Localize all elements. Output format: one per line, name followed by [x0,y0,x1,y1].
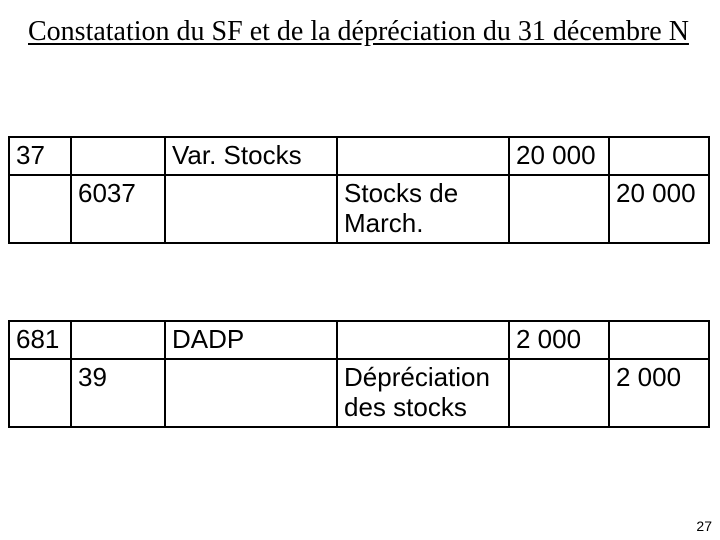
empty-cell [165,359,337,427]
debit-account-cell: 37 [9,137,71,175]
credit-amount-cell: 20 000 [609,175,709,243]
journal-entry-table-2: 681 DADP 2 000 39 Dépréciation des stock… [8,320,710,428]
empty-cell [337,321,509,359]
empty-cell [71,321,165,359]
table-row: 6037 Stocks de March. 20 000 [9,175,709,243]
debit-amount-cell: 2 000 [509,321,609,359]
credit-label-cell: Dépréciation des stocks [337,359,509,427]
table-row: 39 Dépréciation des stocks 2 000 [9,359,709,427]
credit-account-cell: 39 [71,359,165,427]
empty-cell [509,175,609,243]
credit-amount-cell: 2 000 [609,359,709,427]
credit-label-cell: Stocks de March. [337,175,509,243]
page-number: 27 [696,518,712,534]
table-row: 37 Var. Stocks 20 000 [9,137,709,175]
debit-label-cell: Var. Stocks [165,137,337,175]
empty-cell [165,175,337,243]
empty-cell [509,359,609,427]
table-row: 681 DADP 2 000 [9,321,709,359]
page-title: Constatation du SF et de la dépréciation… [28,12,692,53]
credit-account-cell: 6037 [71,175,165,243]
debit-amount-cell: 20 000 [509,137,609,175]
debit-account-cell: 681 [9,321,71,359]
empty-cell [337,137,509,175]
journal-entry-table-1: 37 Var. Stocks 20 000 6037 Stocks de Mar… [8,136,710,244]
empty-cell [609,321,709,359]
debit-label-cell: DADP [165,321,337,359]
empty-cell [71,137,165,175]
empty-cell [9,359,71,427]
empty-cell [9,175,71,243]
empty-cell [609,137,709,175]
